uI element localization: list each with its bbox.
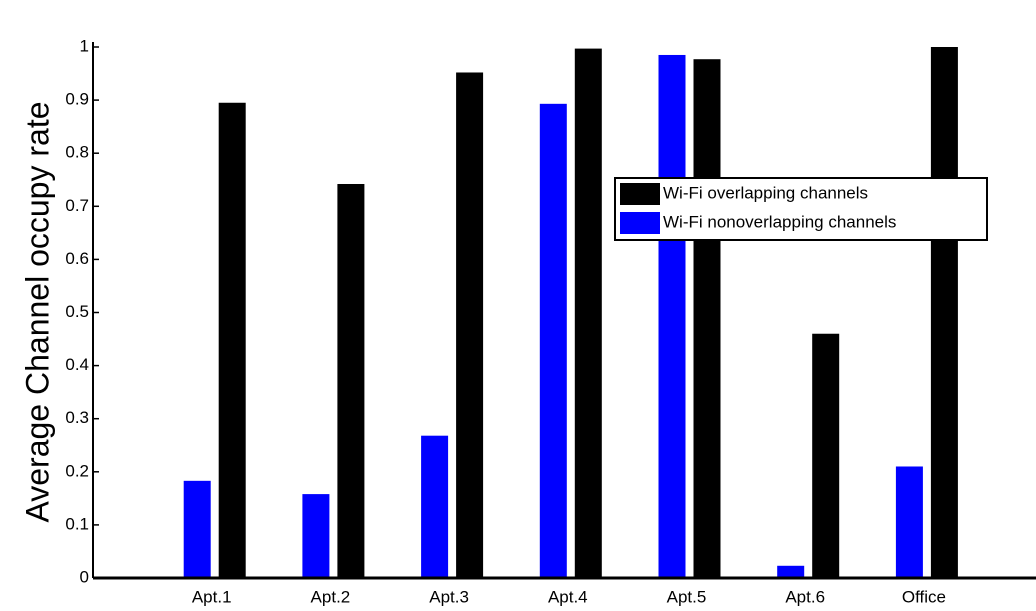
bar — [895, 466, 923, 578]
bar — [218, 102, 246, 578]
y-tick-label: 0.6 — [65, 249, 89, 268]
y-tick-label: 0.7 — [65, 196, 89, 215]
x-tick-label: Office — [902, 587, 946, 606]
bar — [930, 47, 958, 578]
x-tick-label: Apt.1 — [192, 587, 232, 606]
x-tick-label: Apt.4 — [548, 587, 588, 606]
bar — [302, 494, 330, 578]
legend-label: Wi-Fi nonoverlapping channels — [663, 212, 896, 231]
x-tick-label: Apt.3 — [429, 587, 469, 606]
bar — [812, 333, 840, 578]
y-tick-label: 0.5 — [65, 302, 89, 321]
bar — [183, 480, 211, 578]
y-tick-label: 0.9 — [65, 90, 89, 109]
y-tick-label: 0 — [80, 567, 89, 586]
y-axis-label: Average Channel occupy rate — [19, 101, 55, 522]
y-tick-label: 0.8 — [65, 143, 89, 162]
bar — [539, 103, 567, 578]
x-tick-label: Apt.2 — [311, 587, 351, 606]
bar — [658, 54, 686, 578]
y-tick-label: 0.1 — [65, 514, 89, 533]
legend-box — [614, 177, 988, 241]
bar — [574, 48, 602, 578]
bar — [456, 72, 484, 578]
bar — [421, 435, 449, 578]
y-tick-label: 0.4 — [65, 355, 89, 374]
bar — [693, 59, 721, 578]
x-tick-label: Apt.5 — [667, 587, 707, 606]
legend-swatch — [620, 212, 660, 234]
x-tick-label: Apt.6 — [785, 587, 825, 606]
y-tick-label: 0.3 — [65, 408, 89, 427]
legend-label: Wi-Fi overlapping channels — [663, 183, 868, 202]
bar — [337, 183, 365, 579]
y-tick-label: 0.2 — [65, 461, 89, 480]
bar — [777, 565, 805, 578]
legend-swatch — [620, 183, 660, 205]
y-tick-label: 1 — [80, 36, 89, 55]
